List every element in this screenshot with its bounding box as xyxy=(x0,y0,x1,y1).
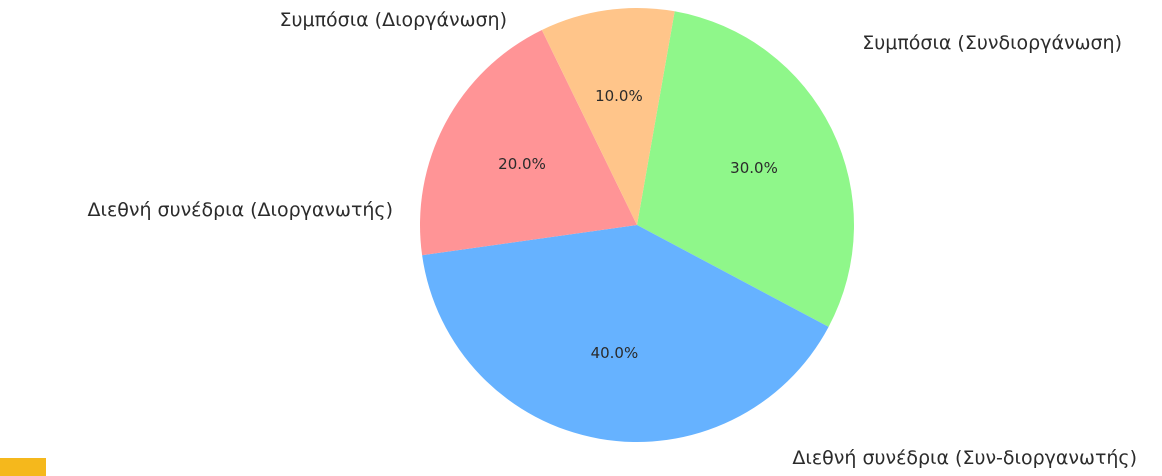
percentage-labels: 30.0% 40.0% 20.0% 10.0% xyxy=(498,87,778,362)
slice-labels: Συμπόσια (Συνδιοργάνωση) Διεθνή συνέδρια … xyxy=(88,9,1137,469)
slice-label-2: Διεθνή συνέδρια (Συν-διοργανωτής) xyxy=(792,447,1137,469)
pct-label-3: 20.0% xyxy=(498,155,546,173)
slice-label-1: Συμπόσια (Συνδιοργάνωση) xyxy=(862,32,1122,54)
slice-label-4: Συμπόσια (Διοργάνωση) xyxy=(280,9,508,31)
pie-slices xyxy=(419,8,855,443)
slice-label-3: Διεθνή συνέδρια (Διοργανωτής) xyxy=(88,199,393,221)
corner-accent-mark xyxy=(0,458,46,476)
pct-label-4: 10.0% xyxy=(595,87,643,105)
pie-slice-4 xyxy=(541,8,675,226)
pie-slice-1 xyxy=(637,11,855,327)
pct-label-2: 40.0% xyxy=(591,344,639,362)
pie-slice-2 xyxy=(422,225,829,443)
pct-label-1: 30.0% xyxy=(730,159,778,177)
pie-slice-3 xyxy=(419,29,637,256)
